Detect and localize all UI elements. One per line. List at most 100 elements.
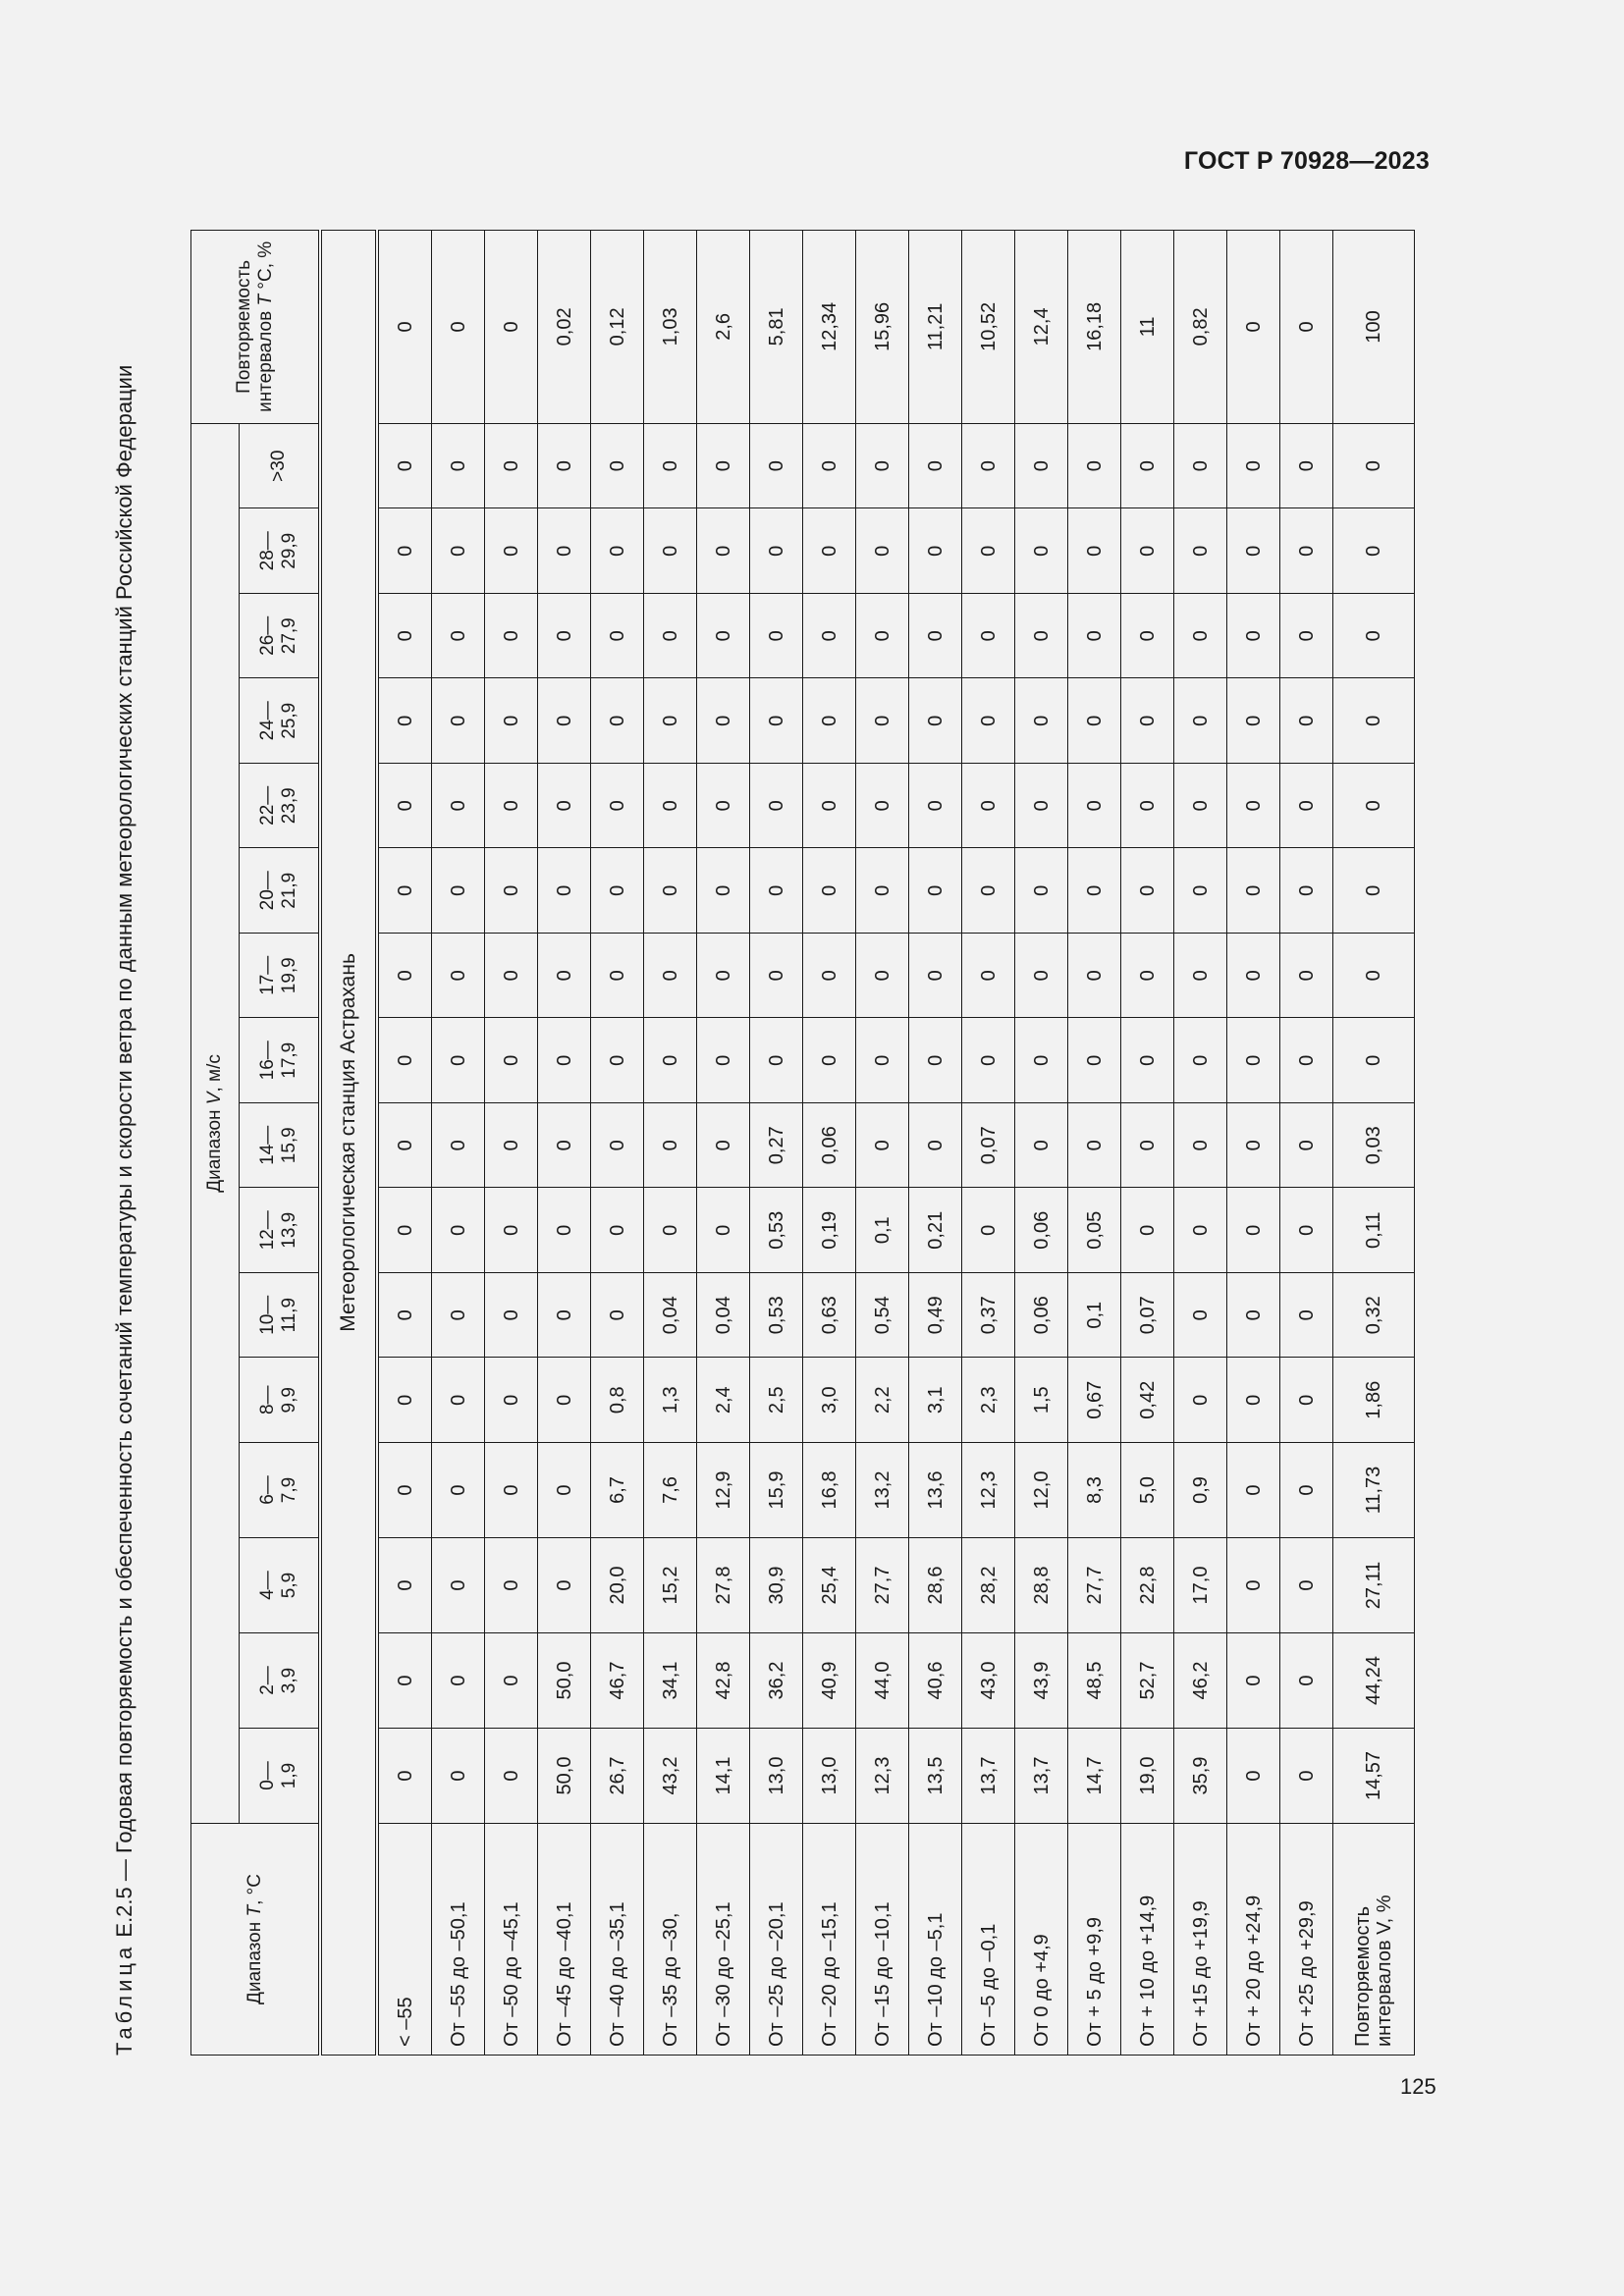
value-cell: 0 bbox=[1067, 423, 1121, 508]
recurrence-cell: 15,96 bbox=[855, 230, 909, 424]
table-row: От 0 до +4,9 13,7 43,9 28,8 12,0 1,5 0,06 0,06 0… bbox=[1014, 230, 1068, 2056]
value-cell: 0 bbox=[484, 1018, 538, 1103]
value-cell: 0,49 bbox=[908, 1272, 962, 1358]
value-cell: 0,07 bbox=[961, 1102, 1015, 1188]
value-cell: 0,53 bbox=[749, 1272, 803, 1358]
value-cell: 0 bbox=[1120, 763, 1174, 848]
value-cell: 0,42 bbox=[1120, 1358, 1174, 1443]
value-cell: 46,7 bbox=[590, 1632, 644, 1729]
wind-range-col-header: 10— 11,9 bbox=[239, 1272, 320, 1358]
value-cell: 0 bbox=[696, 678, 750, 764]
value-cell: 0 bbox=[1226, 1632, 1280, 1729]
value-cell: 0 bbox=[749, 848, 803, 934]
row-label: < –55 bbox=[377, 1823, 432, 2056]
row-label: От + 5 до +9,9 bbox=[1067, 1823, 1121, 2056]
value-cell: 0 bbox=[1332, 848, 1415, 934]
value-cell: 22,8 bbox=[1120, 1537, 1174, 1633]
value-cell: 40,6 bbox=[908, 1632, 962, 1729]
value-cell: 0 bbox=[431, 1728, 485, 1824]
recurrence-cell: 0,02 bbox=[537, 230, 591, 424]
value-cell: 0 bbox=[590, 1018, 644, 1103]
value-cell: 13,7 bbox=[1014, 1728, 1068, 1824]
value-cell: 0 bbox=[537, 593, 591, 678]
value-cell: 17,0 bbox=[1173, 1537, 1227, 1633]
value-cell: 1,5 bbox=[1014, 1358, 1068, 1443]
value-cell: 2,4 bbox=[696, 1358, 750, 1443]
value-cell: 27,7 bbox=[855, 1537, 909, 1633]
value-cell: 0 bbox=[1173, 508, 1227, 594]
value-cell: 0 bbox=[1120, 1188, 1174, 1273]
value-cell: 0 bbox=[855, 933, 909, 1018]
row-label: От –50 до –45,1 bbox=[484, 1823, 538, 2056]
value-cell: 13,2 bbox=[855, 1442, 909, 1538]
wind-range-col-header: 4— 5,9 bbox=[239, 1537, 320, 1633]
row-label: От –40 до –35,1 bbox=[590, 1823, 644, 2056]
value-cell: 0 bbox=[431, 423, 485, 508]
range-from: 16— bbox=[257, 1041, 278, 1081]
value-cell: 0 bbox=[643, 763, 697, 848]
value-cell: 0,11 bbox=[1332, 1188, 1415, 1273]
recurrence-cell: 0,82 bbox=[1173, 230, 1227, 424]
value-cell: 0 bbox=[1173, 763, 1227, 848]
value-cell: 0 bbox=[802, 508, 856, 594]
table-row: От –30 до –25,1 14,1 42,8 27,8 12,9 2,4 0,04 0 0… bbox=[696, 230, 750, 2056]
value-cell: 0,1 bbox=[855, 1188, 909, 1273]
wind-range-col-header: 0— 1,9 bbox=[239, 1728, 320, 1824]
value-cell: 0 bbox=[590, 508, 644, 594]
recurrence-cell: 11 bbox=[1120, 230, 1174, 424]
value-cell: 0 bbox=[431, 1272, 485, 1358]
value-cell: 0 bbox=[1279, 593, 1333, 678]
value-cell: 0 bbox=[1120, 593, 1174, 678]
value-cell: 0 bbox=[431, 1018, 485, 1103]
range-from: 17— bbox=[257, 955, 278, 995]
value-cell: 2,3 bbox=[961, 1358, 1015, 1443]
value-cell: 0 bbox=[961, 508, 1015, 594]
row-label: От –35 до –30, bbox=[643, 1823, 697, 2056]
value-cell: 0,32 bbox=[1332, 1272, 1415, 1358]
value-cell: 44,0 bbox=[855, 1632, 909, 1729]
caption-number: Е.2.5 bbox=[112, 1887, 136, 1938]
value-cell: 12,0 bbox=[1014, 1442, 1068, 1538]
value-cell: 0 bbox=[908, 1102, 962, 1188]
value-cell: 35,9 bbox=[1173, 1728, 1227, 1824]
value-cell: 0 bbox=[1014, 593, 1068, 678]
value-cell: 0 bbox=[802, 763, 856, 848]
value-cell: 0,04 bbox=[696, 1272, 750, 1358]
value-cell: 0 bbox=[802, 678, 856, 764]
value-cell: 0 bbox=[1279, 423, 1333, 508]
value-cell: 0 bbox=[484, 933, 538, 1018]
value-cell: 0 bbox=[643, 423, 697, 508]
value-cell: 0 bbox=[431, 678, 485, 764]
value-cell: 0 bbox=[1173, 678, 1227, 764]
value-cell: 0 bbox=[1067, 1102, 1121, 1188]
row-label: От –15 до –10,1 bbox=[855, 1823, 909, 2056]
wind-range-col-header: 14— 15,9 bbox=[239, 1102, 320, 1188]
recurrence-cell: 2,6 bbox=[696, 230, 750, 424]
value-cell: 0 bbox=[1014, 933, 1068, 1018]
value-cell: 0 bbox=[1014, 848, 1068, 934]
value-cell: 0 bbox=[696, 933, 750, 1018]
value-cell: 0 bbox=[1279, 1102, 1333, 1188]
value-cell: 0 bbox=[643, 1018, 697, 1103]
value-cell: 0 bbox=[377, 1102, 432, 1188]
value-cell: 0 bbox=[1067, 1018, 1121, 1103]
value-cell: 0 bbox=[484, 678, 538, 764]
value-cell: 0 bbox=[484, 1537, 538, 1633]
data-table: Диапазон T, °C Диапазон V, м/с Повторяем… bbox=[190, 230, 1415, 2056]
row-label: От –45 до –40,1 bbox=[537, 1823, 591, 2056]
value-cell: 0 bbox=[590, 678, 644, 764]
value-cell: 0 bbox=[1173, 1358, 1227, 1443]
value-cell: 26,7 bbox=[590, 1728, 644, 1824]
value-cell: 0 bbox=[590, 1102, 644, 1188]
value-cell: 0 bbox=[484, 1188, 538, 1273]
value-cell: 0 bbox=[1173, 1102, 1227, 1188]
range-to: 15,9 bbox=[279, 1127, 299, 1164]
value-cell: 13,7 bbox=[961, 1728, 1015, 1824]
value-cell: 0 bbox=[1279, 763, 1333, 848]
value-cell: 0 bbox=[537, 1188, 591, 1273]
value-cell: 0 bbox=[1014, 763, 1068, 848]
row-label: От –20 до –15,1 bbox=[802, 1823, 856, 2056]
range-from: 0— bbox=[257, 1761, 278, 1790]
range-to: 9,9 bbox=[279, 1387, 299, 1414]
value-cell: 0 bbox=[1279, 678, 1333, 764]
